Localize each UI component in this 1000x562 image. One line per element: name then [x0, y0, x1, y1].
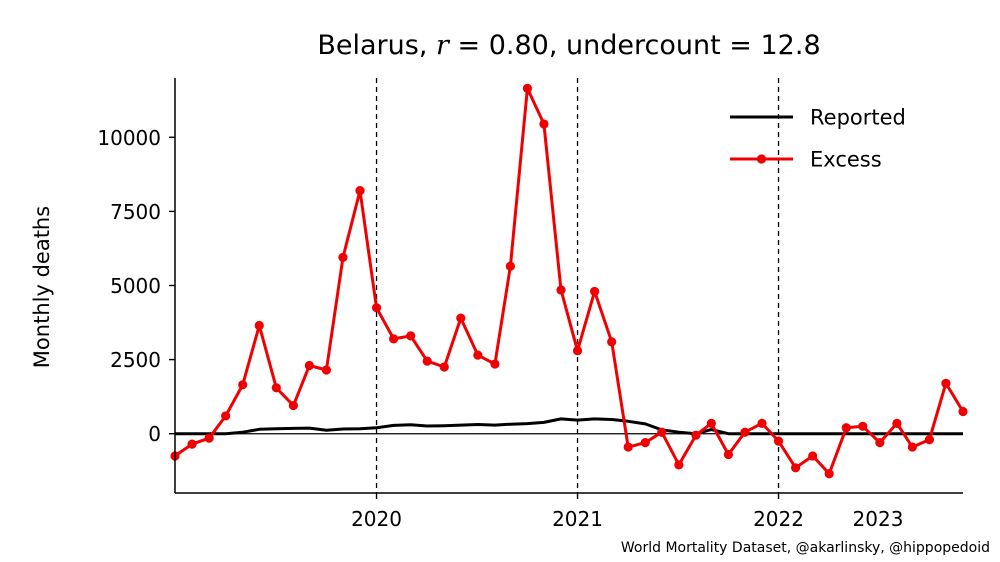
- x-tick-label: 2023: [853, 507, 904, 531]
- series-point-excess: [473, 350, 483, 360]
- series-point-excess: [321, 365, 332, 375]
- series-point-excess: [958, 406, 968, 417]
- series-point-excess: [924, 435, 935, 445]
- axes: 0 2500 5000 7500 10000 2020 2021 2022 2023: [97, 78, 963, 531]
- x-tick-label: 2021: [552, 507, 603, 531]
- series-point-excess: [572, 346, 583, 356]
- series-point-excess: [740, 427, 750, 437]
- series-line-excess: [174, 86, 965, 476]
- series-point-excess: [773, 436, 784, 446]
- x-tick-label: 2020: [351, 507, 402, 531]
- series-point-excess: [706, 418, 716, 428]
- series-point-excess: [623, 442, 633, 452]
- series-point-excess: [841, 423, 851, 433]
- series-point-excess: [355, 186, 365, 196]
- series-group: [170, 83, 968, 479]
- series-point-excess: [505, 261, 515, 271]
- series-point-excess: [790, 463, 801, 473]
- series-point-excess: [439, 362, 449, 372]
- series-point-excess: [808, 451, 818, 461]
- y-tick-label: 10000: [97, 126, 161, 150]
- series-point-excess: [556, 285, 566, 295]
- chart-title: Belarus, r = 0.80, undercount = 12.8: [317, 30, 821, 61]
- series-point-excess: [288, 400, 298, 411]
- series-point-excess: [271, 383, 281, 393]
- series-point-excess: [389, 334, 399, 344]
- series-point-excess: [691, 430, 701, 440]
- series-point-excess: [858, 421, 868, 431]
- series-point-excess: [674, 460, 684, 470]
- series-point-excess: [657, 427, 667, 437]
- series-point-excess: [757, 418, 767, 428]
- legend-label-reported: Reported: [810, 106, 906, 130]
- series-point-excess: [204, 433, 214, 443]
- series-point-excess: [338, 252, 348, 262]
- y-tick-label: 7500: [110, 200, 161, 224]
- series-point-excess: [254, 320, 264, 331]
- series-point-excess: [590, 286, 600, 297]
- series-point-excess: [875, 438, 885, 448]
- legend-marker-excess: [756, 154, 767, 164]
- series-point-excess: [456, 313, 466, 323]
- credit-text: World Mortality Dataset, @akarlinsky, @h…: [620, 540, 990, 556]
- legend: Reported Excess: [730, 106, 906, 172]
- series-point-excess: [490, 359, 500, 369]
- y-axis-label: Monthly deaths: [30, 206, 54, 368]
- series-point-excess: [892, 418, 902, 428]
- series-point-excess: [371, 303, 382, 313]
- series-point-excess: [824, 469, 834, 479]
- series-point-excess: [406, 331, 416, 341]
- series-point-excess: [907, 442, 917, 452]
- series-point-excess: [607, 337, 617, 347]
- series-point-excess: [941, 378, 951, 388]
- legend-label-excess: Excess: [810, 148, 882, 172]
- x-tick-label: 2022: [753, 507, 804, 531]
- series-point-excess: [304, 360, 314, 371]
- series-point-excess: [723, 449, 734, 460]
- series-point-excess: [522, 83, 533, 93]
- series-point-excess: [238, 380, 248, 390]
- series-point-excess: [221, 411, 231, 421]
- y-tick-label: 2500: [110, 348, 161, 372]
- y-tick-label: 0: [148, 422, 161, 446]
- series-point-excess: [640, 438, 650, 448]
- year-boundary-lines: [375, 78, 780, 493]
- series-line-reported: [175, 417, 963, 436]
- series-point-excess: [539, 119, 549, 129]
- y-tick-label: 5000: [110, 274, 161, 298]
- series-point-excess: [422, 356, 432, 366]
- series-point-excess: [187, 439, 197, 449]
